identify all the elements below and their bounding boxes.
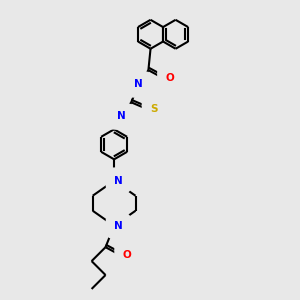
Text: H: H <box>127 79 136 89</box>
Text: H: H <box>110 111 118 121</box>
Text: N: N <box>134 79 143 89</box>
Text: N: N <box>114 221 123 231</box>
Text: O: O <box>123 250 131 260</box>
Text: N: N <box>117 111 126 121</box>
Text: S: S <box>150 104 158 114</box>
Text: O: O <box>165 73 174 83</box>
Text: N: N <box>114 176 123 186</box>
